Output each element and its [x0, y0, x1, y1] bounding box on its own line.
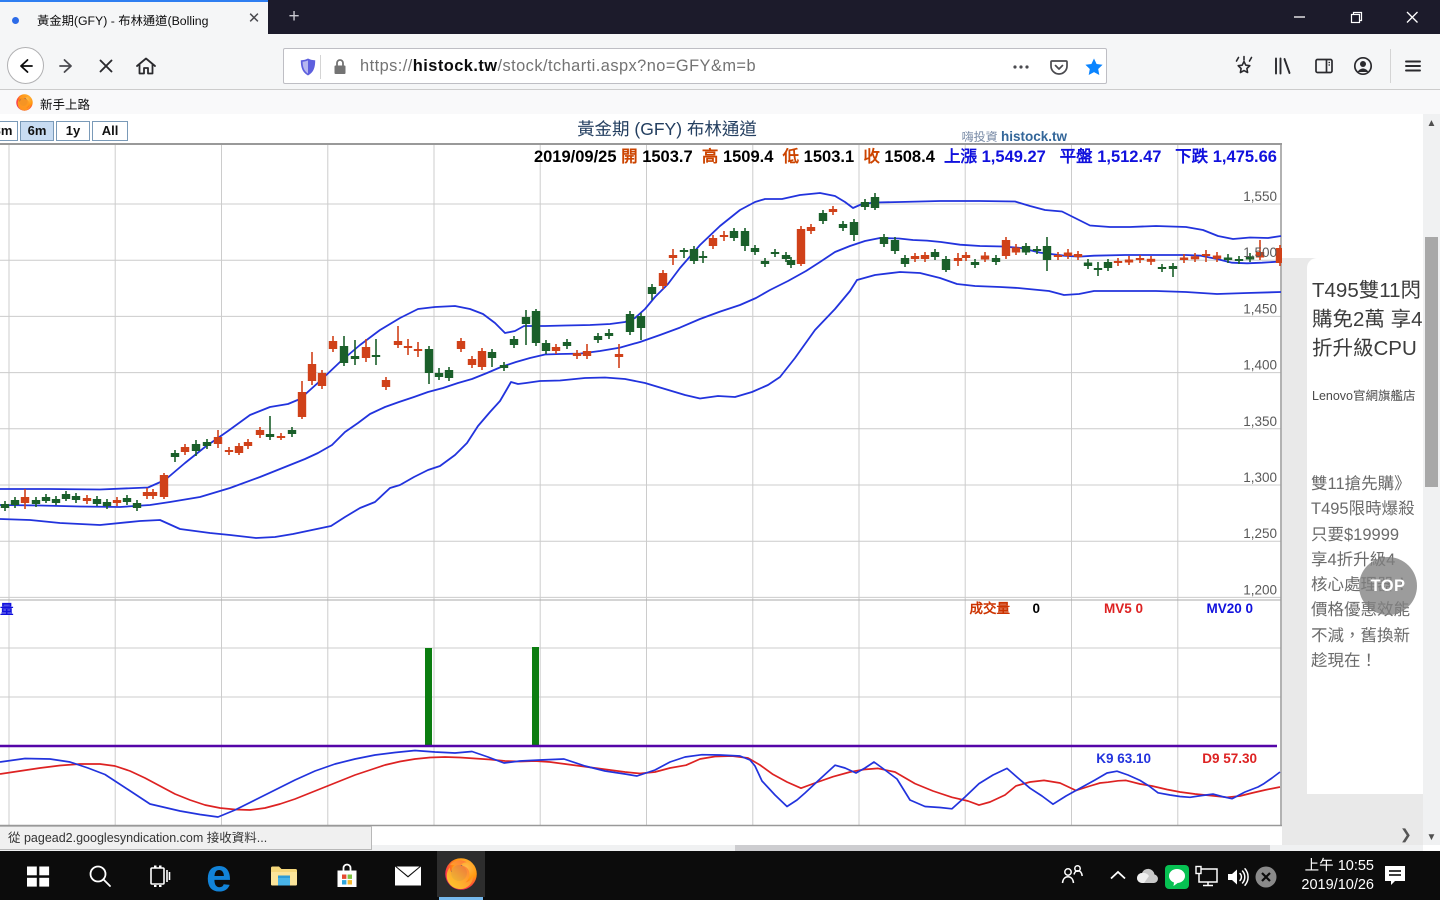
svg-text:MV5 0: MV5 0: [1104, 601, 1143, 616]
svg-text:1,250: 1,250: [1243, 526, 1277, 541]
svg-text:1,200: 1,200: [1243, 582, 1277, 597]
svg-text:黃金期 (GFY) 布林通道: 黃金期 (GFY) 布林通道: [577, 119, 757, 139]
svg-text:1,300: 1,300: [1243, 470, 1277, 485]
svg-text:1,550: 1,550: [1243, 189, 1277, 204]
svg-text:2019/09/25 開 1503.7 高 1509.4: 2019/09/25 開 1503.7 高 1509.4 低 1503.1 收 …: [534, 147, 1277, 166]
svg-text:量: 量: [0, 602, 14, 617]
svg-text:1,500: 1,500: [1243, 245, 1277, 260]
svg-text:1,400: 1,400: [1243, 358, 1277, 373]
svg-text:成交量: 成交量: [970, 601, 1011, 616]
svg-text:D9 57.30: D9 57.30: [1202, 751, 1257, 766]
svg-text:1,350: 1,350: [1243, 414, 1277, 429]
svg-text:0: 0: [1032, 601, 1040, 616]
svg-text:1,450: 1,450: [1243, 301, 1277, 316]
svg-text:MV20 0: MV20 0: [1206, 601, 1253, 616]
svg-text:K9 63.10: K9 63.10: [1096, 751, 1151, 766]
svg-text:嗨投資 histock.tw: 嗨投資 histock.tw: [962, 129, 1068, 144]
